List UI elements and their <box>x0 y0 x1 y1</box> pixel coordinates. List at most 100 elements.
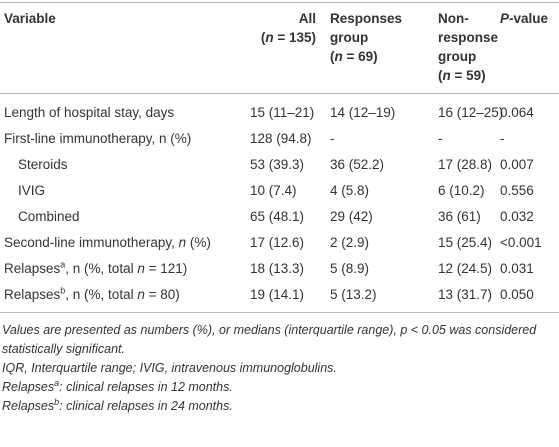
text-segment: Length of hospital stay, days <box>4 105 175 120</box>
table-header: Variable All (n = 135) Responses group (n = 6… <box>0 2 559 94</box>
table-cell: 10 (7.4) <box>250 183 297 198</box>
text-segment: IVIG <box>18 183 46 198</box>
header-line: Responses <box>330 9 430 28</box>
table-body: Length of hospital stay, days 15 (11–21) 1… <box>0 94 559 313</box>
column-header: Variable <box>0 3 246 94</box>
header-line: Non- <box>438 9 492 28</box>
header-line: group <box>330 28 430 47</box>
table-cell: - <box>438 131 443 146</box>
text-segment: IQR, Interquartile range; IVIG, intraven… <box>2 361 337 375</box>
footnote: IQR, Interquartile range; IVIG, intraven… <box>2 359 557 378</box>
column-header: All (n = 135) <box>246 3 326 94</box>
text-segment: Variable <box>4 11 56 26</box>
text-segment: -value <box>509 11 549 26</box>
column-header: P-value <box>496 3 559 94</box>
table-cell: 2 (2.9) <box>330 235 370 250</box>
italic-text: P <box>500 11 510 26</box>
table-cell: 65 (48.1) <box>250 209 305 224</box>
superscript: a <box>60 259 66 270</box>
table-cell: 0.031 <box>500 261 534 276</box>
text-segment: All <box>298 11 316 26</box>
italic-text: n <box>137 287 145 302</box>
header-line: group <box>438 47 492 66</box>
text-segment: Second-line immunotherapy, <box>4 235 179 250</box>
italic-text: n <box>178 235 187 250</box>
text-segment: = 135) <box>273 30 316 45</box>
row-label: Relapsesb, n (%, total n = 80) <box>0 282 246 313</box>
row-label: Combined <box>0 204 246 230</box>
text-segment: ( <box>260 30 266 45</box>
table-row: IVIG 10 (7.4) 4 (5.8) 6 (10.2) 0.556 <box>0 178 559 204</box>
table-row: Relapsesa, n (%, total n = 121) 18 (13.3)… <box>0 256 559 282</box>
row-label: First-line immunotherapy, n (%) <box>0 126 246 152</box>
table-cell: <0.001 <box>500 235 542 250</box>
table-cell: 6 (10.2) <box>438 183 485 198</box>
text-segment: Non- <box>438 11 469 26</box>
table-cell: 0.064 <box>500 105 534 120</box>
footnote: Relapsesb: clinical relapses in 24 month… <box>2 397 557 416</box>
row-label: Relapsesa, n (%, total n = 121) <box>0 256 246 282</box>
footnote: Relapsesa: clinical relapses in 12 month… <box>2 378 557 397</box>
table-row: Second-line immunotherapy, n (%) 17 (12.6… <box>0 230 559 256</box>
text-segment: Relapses <box>2 380 55 394</box>
table-cell: - <box>330 131 335 146</box>
header-line: P-value <box>500 9 555 28</box>
table-cell: 5 (13.2) <box>330 287 377 302</box>
table-cell: 36 (52.2) <box>330 157 385 172</box>
table-cell: 128 (94.8) <box>250 131 312 146</box>
text-segment: ( <box>330 49 335 64</box>
text-segment: , n (%, total <box>65 287 138 302</box>
footnotes: Values are presented as numbers (%), or … <box>0 313 559 416</box>
text-segment: : clinical relapses in 12 months. <box>59 380 233 394</box>
header-row: Variable All (n = 135) Responses group (n = 6… <box>0 2 559 94</box>
header-line: response <box>438 28 498 47</box>
text-segment: ( <box>438 68 443 83</box>
row-label: Second-line immunotherapy, n (%) <box>0 230 246 256</box>
text-segment: Relapses <box>4 261 61 276</box>
footnote: Values are presented as numbers (%), or … <box>2 321 557 359</box>
text-segment: Relapses <box>4 287 61 302</box>
row-label: Steroids <box>0 152 246 178</box>
text-segment: First-line immunotherapy, n (%) <box>4 131 192 146</box>
table-row: First-line immunotherapy, n (%) 128 (94.8… <box>0 126 559 152</box>
table-cell: 0.007 <box>500 157 534 172</box>
table-cell: 17 (12.6) <box>250 235 305 250</box>
text-segment: (%) <box>186 235 211 250</box>
page: Variable All (n = 135) Responses group (n = 6… <box>0 2 559 416</box>
table-cell: 18 (13.3) <box>250 261 305 276</box>
table-row: Combined 65 (48.1) 29 (42) 36 (61) 0.032 <box>0 204 559 230</box>
text-segment: group <box>438 49 477 64</box>
text-segment: response <box>438 30 499 45</box>
table-cell: 36 (61) <box>438 209 481 224</box>
table-cell: 15 (11–21) <box>250 105 315 120</box>
table-row: Length of hospital stay, days 15 (11–21) 1… <box>0 94 559 127</box>
table-cell: 0.032 <box>500 209 534 224</box>
italic-text: n <box>265 30 274 45</box>
row-label: Length of hospital stay, days <box>0 94 246 127</box>
italic-text: n <box>137 261 145 276</box>
header-line: Variable <box>4 9 242 28</box>
text-segment: = 121) <box>144 261 188 276</box>
table-cell: 0.556 <box>500 183 534 198</box>
table-cell: 5 (8.9) <box>330 261 370 276</box>
table-cell: 16 (12–25) <box>438 105 504 120</box>
text-segment: Values are presented as numbers (%), or … <box>2 323 537 356</box>
superscript: b <box>54 396 60 407</box>
text-segment: Relapses <box>2 399 55 413</box>
table-cell: 13 (31.7) <box>438 287 493 302</box>
table-cell: 15 (25.4) <box>438 235 493 250</box>
text-segment: : clinical relapses in 24 months. <box>59 399 233 413</box>
table-row: Steroids 53 (39.3) 36 (52.2) 17 (28.8) 0.007 <box>0 152 559 178</box>
table-cell: 12 (24.5) <box>438 261 493 276</box>
header-line: (n = 59) <box>438 66 492 85</box>
text-segment: = 69) <box>342 49 378 64</box>
text-segment: = 80) <box>144 287 180 302</box>
table-cell: 29 (42) <box>330 209 373 224</box>
row-label: IVIG <box>0 178 246 204</box>
table-row: Relapsesb, n (%, total n = 80) 19 (14.1) 5… <box>0 282 559 313</box>
italic-text: n <box>334 49 343 64</box>
table-cell: 4 (5.8) <box>330 183 370 198</box>
table-cell: 53 (39.3) <box>250 157 305 172</box>
header-line: (n = 135) <box>250 28 316 47</box>
table-cell: 14 (12–19) <box>330 105 396 120</box>
